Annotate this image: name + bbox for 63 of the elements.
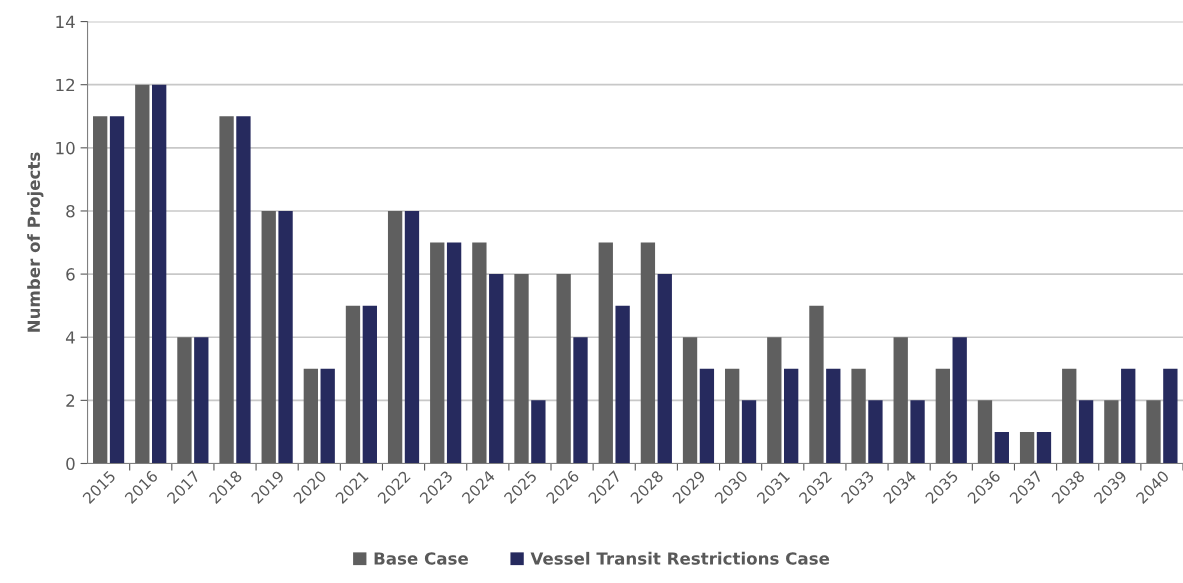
bar bbox=[657, 274, 672, 464]
bar bbox=[387, 210, 403, 464]
bar bbox=[1163, 368, 1178, 464]
bar bbox=[1078, 400, 1094, 464]
y-tick-label: 10 bbox=[56, 141, 75, 155]
bar bbox=[345, 305, 361, 464]
bar bbox=[320, 368, 335, 464]
bar bbox=[109, 116, 125, 464]
bar bbox=[699, 368, 715, 464]
bar bbox=[531, 400, 546, 464]
bar bbox=[430, 242, 445, 464]
bar bbox=[868, 400, 883, 464]
bar bbox=[784, 368, 799, 464]
bar bbox=[1121, 368, 1136, 464]
bar bbox=[303, 368, 319, 464]
bar bbox=[236, 116, 251, 464]
bar bbox=[767, 337, 782, 464]
bar bbox=[893, 337, 908, 464]
bar bbox=[615, 305, 630, 464]
bar bbox=[219, 116, 234, 464]
bar bbox=[598, 242, 613, 464]
bar bbox=[573, 337, 588, 464]
bar bbox=[362, 305, 377, 464]
bar bbox=[1036, 431, 1052, 464]
y-tick-label: 12 bbox=[56, 78, 75, 92]
bar bbox=[851, 368, 866, 464]
legend-label: Base Case bbox=[374, 552, 468, 565]
y-tick-label: 8 bbox=[66, 204, 75, 218]
bar bbox=[135, 84, 150, 464]
y-tick-label: 6 bbox=[66, 268, 75, 281]
bar bbox=[1104, 400, 1119, 464]
bar bbox=[556, 274, 571, 464]
y-tick-label: 4 bbox=[65, 331, 75, 344]
bar bbox=[446, 242, 462, 464]
bar bbox=[741, 400, 757, 464]
bar bbox=[1146, 400, 1161, 464]
bar bbox=[472, 242, 487, 464]
bar bbox=[152, 84, 167, 464]
bar bbox=[278, 210, 293, 464]
bar bbox=[977, 400, 993, 464]
bar bbox=[489, 274, 504, 464]
bar bbox=[1019, 431, 1035, 464]
bar bbox=[725, 368, 740, 464]
legend-label: Vessel Transit Restrictions Case bbox=[530, 551, 830, 565]
bar bbox=[682, 337, 698, 464]
y-tick-label: 2 bbox=[66, 394, 75, 407]
bar bbox=[910, 400, 925, 464]
bar bbox=[994, 431, 1009, 464]
bar bbox=[809, 305, 824, 464]
bar bbox=[1062, 368, 1077, 464]
bar bbox=[514, 274, 529, 464]
bar bbox=[93, 116, 108, 464]
bar bbox=[194, 337, 209, 464]
bar bbox=[261, 210, 276, 464]
y-tick-label: 0 bbox=[66, 457, 75, 471]
y-tick-label: 14 bbox=[56, 15, 75, 28]
bar bbox=[826, 368, 841, 464]
bar bbox=[952, 337, 967, 464]
bar bbox=[935, 368, 950, 464]
y-axis-title: Number of Projects bbox=[27, 152, 44, 332]
bar bbox=[404, 210, 420, 464]
bar bbox=[640, 242, 656, 464]
bar bbox=[177, 337, 192, 464]
